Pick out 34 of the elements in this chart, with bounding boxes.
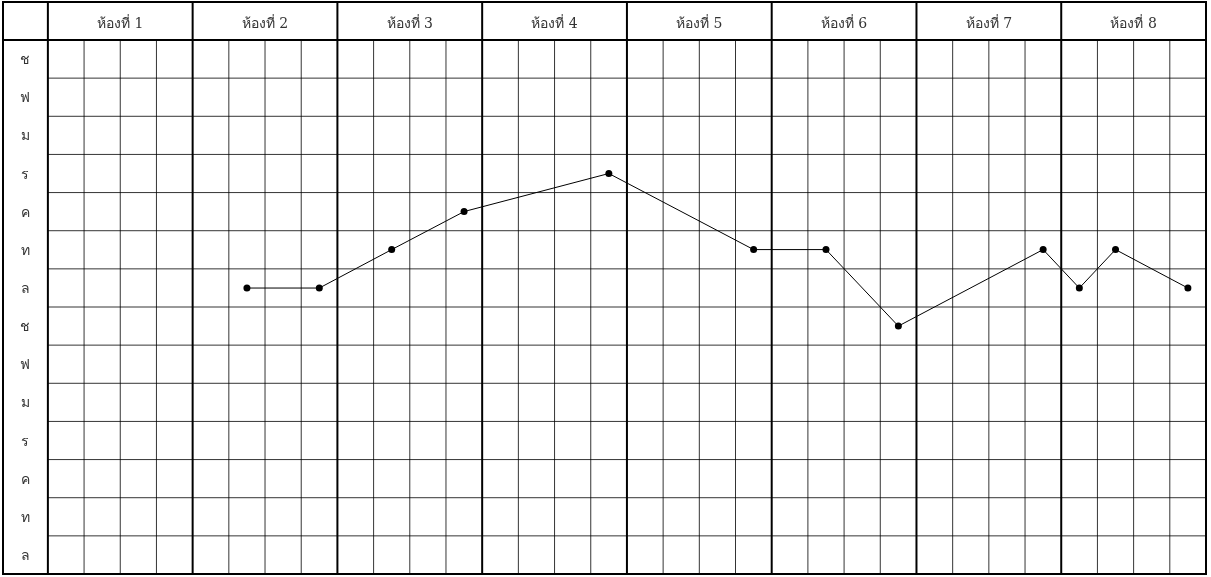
annotation: ช <box>20 318 30 334</box>
annotation: ม <box>21 394 30 410</box>
annotation: ร <box>21 166 29 182</box>
x-tick-label: ห้องที่ 2 <box>241 14 289 32</box>
annotation: ฟ <box>20 356 30 372</box>
annotation: ค <box>21 204 30 220</box>
point <box>315 284 323 292</box>
annotation: ท <box>21 509 30 525</box>
text: ฟ <box>20 89 30 105</box>
x-tick-label: ห้องที่ 1 <box>97 14 144 32</box>
x-tick-label: ห้องที่ 3 <box>386 14 433 32</box>
x-tick-label: ห้องที่ 7 <box>965 14 1013 32</box>
x-tick-label: ห้องที่ 4 <box>531 14 578 32</box>
point <box>822 246 830 254</box>
text: ช <box>20 51 30 67</box>
point <box>1075 284 1083 292</box>
point <box>1112 246 1120 254</box>
annotation: ท <box>21 242 30 258</box>
x-tick-label: ห้องที่ 6 <box>820 14 868 32</box>
point <box>750 246 758 254</box>
point <box>1039 246 1047 254</box>
point <box>1184 284 1192 292</box>
point <box>243 284 251 292</box>
point <box>605 170 613 177</box>
text: ม <box>21 127 30 143</box>
x-tick-label: ห้องที่ 8 <box>1110 14 1157 32</box>
annotation: ค <box>21 471 30 487</box>
point <box>894 322 902 330</box>
annotation: ล <box>21 547 30 563</box>
annotation: ร <box>21 433 29 449</box>
annotation: ล <box>21 280 30 296</box>
point <box>388 246 396 254</box>
point <box>460 208 468 216</box>
x-tick-label: ห้องที่ 5 <box>676 14 723 32</box>
